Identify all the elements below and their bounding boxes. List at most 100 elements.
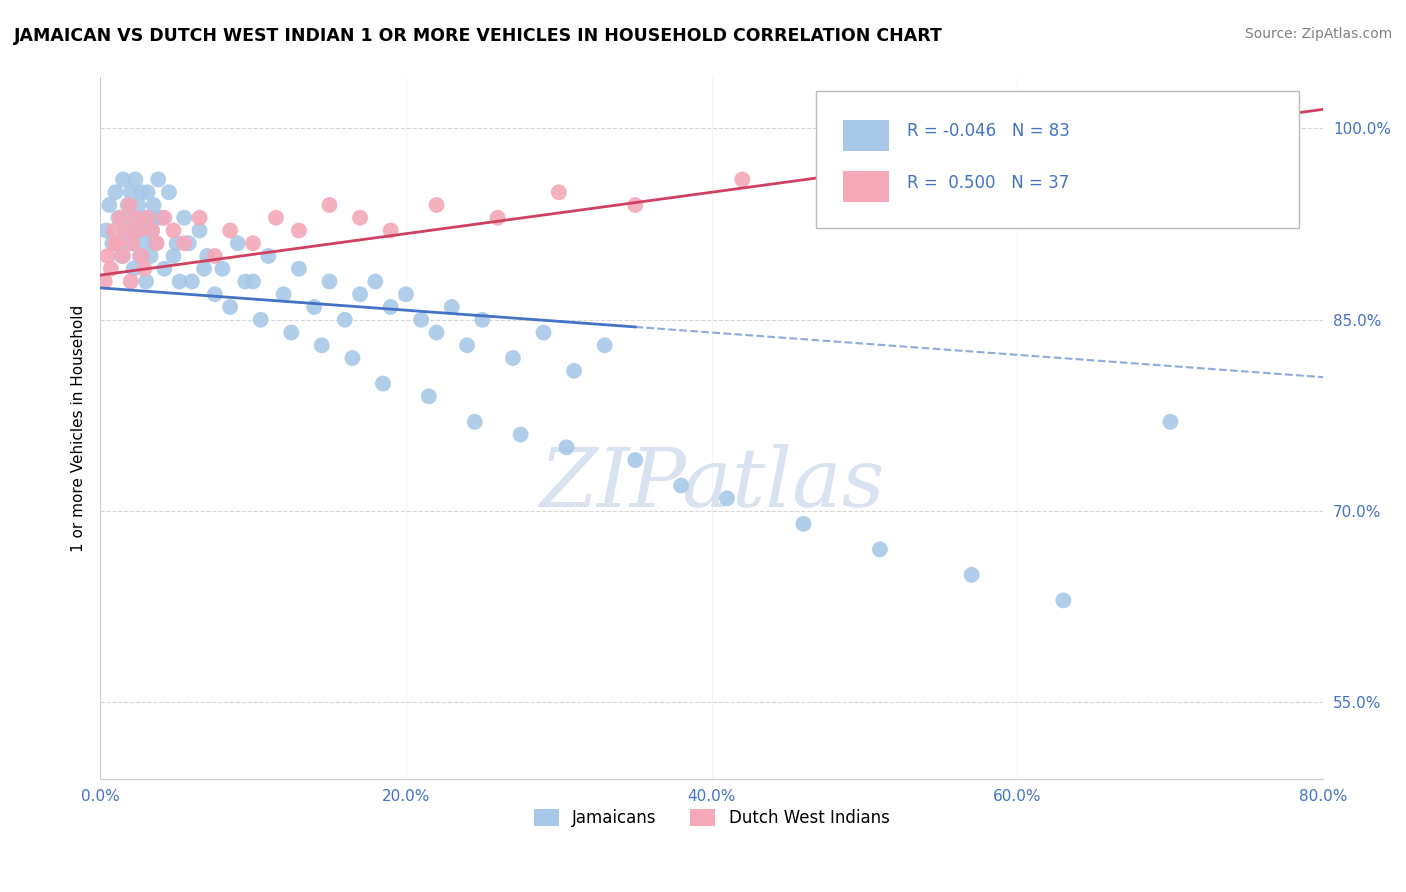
- Point: [562, 364, 585, 378]
- Point: [273, 287, 295, 301]
- Point: [302, 300, 325, 314]
- Point: [173, 211, 195, 225]
- Point: [162, 223, 184, 237]
- Point: [219, 300, 242, 314]
- Point: [121, 236, 143, 251]
- Point: [122, 261, 145, 276]
- Point: [136, 186, 159, 200]
- Point: [204, 249, 226, 263]
- Point: [120, 275, 142, 289]
- Point: [411, 312, 433, 326]
- Point: [121, 211, 143, 225]
- Point: [425, 198, 447, 212]
- Point: [112, 172, 135, 186]
- Point: [456, 338, 478, 352]
- Point: [145, 236, 167, 251]
- Point: [280, 326, 302, 340]
- Point: [132, 236, 155, 251]
- Point: [242, 275, 264, 289]
- Point: [162, 249, 184, 263]
- Point: [193, 261, 215, 276]
- Point: [153, 211, 176, 225]
- Point: [425, 326, 447, 340]
- Point: [242, 236, 264, 251]
- Point: [98, 198, 121, 212]
- Point: [509, 427, 531, 442]
- Point: [166, 236, 188, 251]
- Text: R =  0.500   N = 37: R = 0.500 N = 37: [907, 174, 1070, 192]
- Point: [105, 236, 128, 251]
- Point: [349, 287, 371, 301]
- Point: [104, 186, 127, 200]
- Bar: [842, 170, 889, 202]
- Point: [125, 223, 148, 237]
- Point: [226, 236, 249, 251]
- FancyBboxPatch shape: [815, 92, 1299, 228]
- Point: [124, 211, 146, 225]
- Point: [929, 186, 952, 200]
- Point: [547, 186, 569, 200]
- Point: [195, 249, 218, 263]
- Point: [104, 236, 127, 251]
- Point: [148, 172, 170, 186]
- Text: Source: ZipAtlas.com: Source: ZipAtlas.com: [1244, 27, 1392, 41]
- Point: [112, 249, 135, 263]
- Y-axis label: 1 or more Vehicles in Household: 1 or more Vehicles in Household: [72, 304, 86, 552]
- Point: [288, 223, 311, 237]
- Point: [157, 186, 180, 200]
- Point: [127, 223, 149, 237]
- Point: [142, 198, 165, 212]
- Point: [141, 223, 163, 237]
- Point: [124, 172, 146, 186]
- Point: [219, 223, 242, 237]
- Point: [249, 312, 271, 326]
- Point: [486, 211, 509, 225]
- Point: [107, 211, 129, 225]
- Point: [128, 249, 150, 263]
- Point: [177, 236, 200, 251]
- Point: [101, 236, 124, 251]
- Point: [333, 312, 356, 326]
- Point: [180, 275, 202, 289]
- Text: R = -0.046   N = 83: R = -0.046 N = 83: [907, 122, 1070, 140]
- Point: [134, 261, 156, 276]
- Point: [143, 236, 166, 251]
- Point: [418, 389, 440, 403]
- Point: [371, 376, 394, 391]
- Point: [139, 249, 162, 263]
- Point: [235, 275, 257, 289]
- Point: [318, 275, 340, 289]
- Point: [108, 211, 131, 225]
- Point: [288, 261, 311, 276]
- Point: [264, 211, 287, 225]
- Point: [97, 249, 120, 263]
- Point: [593, 338, 616, 352]
- Point: [100, 261, 122, 276]
- Point: [502, 351, 524, 365]
- Point: [96, 223, 118, 237]
- Point: [141, 223, 163, 237]
- Point: [138, 223, 160, 237]
- Point: [150, 211, 173, 225]
- Point: [204, 287, 226, 301]
- Point: [153, 261, 176, 276]
- Point: [342, 351, 364, 365]
- Point: [115, 223, 138, 237]
- Point: [464, 415, 486, 429]
- Point: [364, 275, 387, 289]
- Point: [173, 236, 195, 251]
- Point: [257, 249, 280, 263]
- Point: [188, 211, 211, 225]
- Point: [127, 198, 149, 212]
- Point: [120, 186, 142, 200]
- Bar: [842, 120, 889, 151]
- Point: [93, 275, 115, 289]
- Point: [117, 198, 139, 212]
- Point: [131, 249, 153, 263]
- Point: [136, 211, 159, 225]
- Point: [669, 478, 692, 492]
- Point: [792, 516, 814, 531]
- Point: [960, 567, 983, 582]
- Point: [118, 198, 141, 212]
- Point: [440, 300, 463, 314]
